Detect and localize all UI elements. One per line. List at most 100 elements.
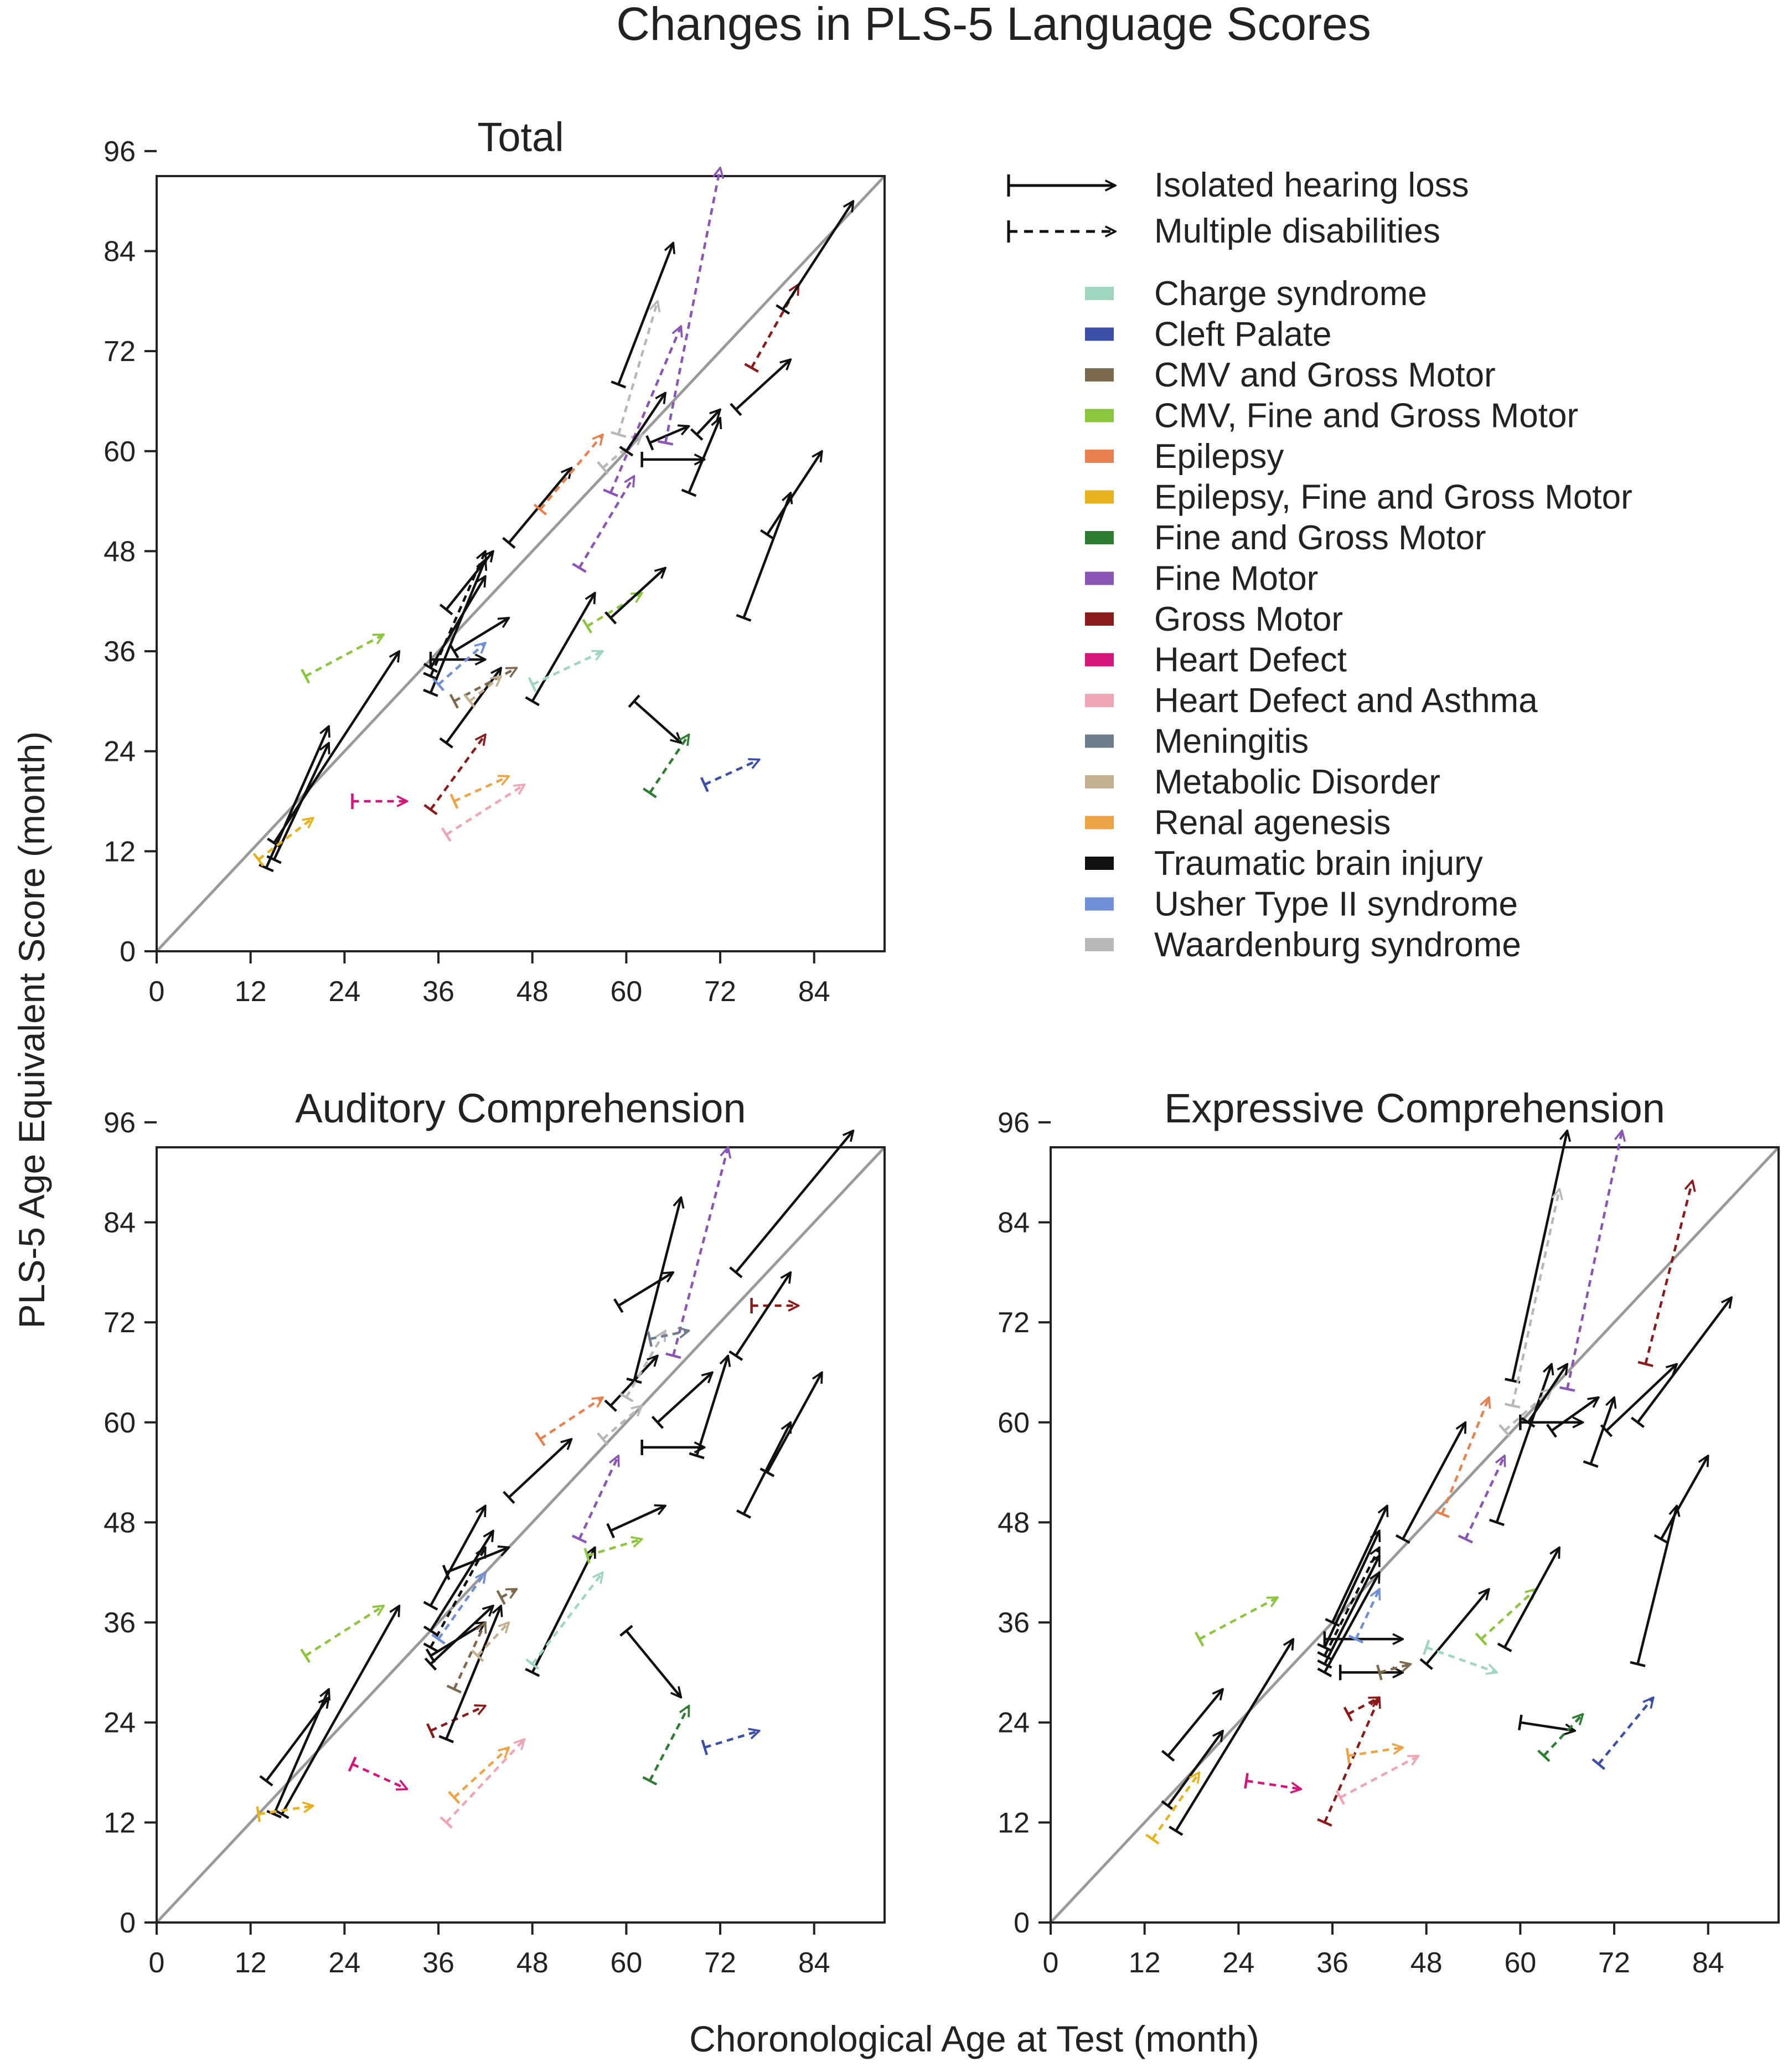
auditory-arrow-shaft	[437, 1573, 485, 1640]
expressive-x-tick-label: 0	[1043, 1947, 1059, 1979]
expressive-arrow-start-bar	[1591, 1758, 1606, 1770]
legend-item: Renal agenesis	[1085, 804, 1391, 842]
auditory-arrow-start-bar	[642, 1776, 658, 1786]
expressive-identity-line	[1051, 1147, 1779, 1922]
expressive-arrow-start-bar	[1546, 1424, 1557, 1438]
auditory-arrow-shaft	[281, 1606, 399, 1815]
auditory-arrow-start-bar	[606, 1523, 615, 1539]
total-x-tick-label: 84	[798, 976, 830, 1008]
legend-item-label: Traumatic brain injury	[1154, 844, 1483, 883]
expressive-arrow	[1521, 1364, 1567, 1428]
expressive-x-tick-label: 84	[1692, 1947, 1724, 1979]
expressive-arrow	[1559, 1131, 1622, 1392]
expressive-y-tick-label: 0	[1014, 1907, 1030, 1939]
total-arrow	[533, 435, 603, 516]
auditory-arrow-start-bar	[448, 1791, 461, 1805]
total-arrow-shaft	[445, 785, 524, 836]
total-arrow-shaft	[429, 576, 485, 669]
auditory-arrow	[446, 1622, 485, 1694]
auditory-arrow	[689, 1355, 728, 1460]
auditory-arrow	[266, 1689, 329, 1818]
expressive-arrow	[1505, 1189, 1560, 1409]
auditory-arrow-shaft	[695, 1355, 728, 1456]
legend-solid-line-key: Isolated hearing loss	[1007, 166, 1469, 204]
total-arrow-shaft	[453, 618, 509, 652]
auditory-arrow-start-bar	[729, 1266, 743, 1279]
expressive-x-tick-label: 12	[1129, 1947, 1161, 1979]
legend-item: Fine Motor	[1085, 560, 1318, 598]
expressive-x-tick-label: 60	[1504, 1947, 1536, 1979]
total-arrow-start-bar	[645, 435, 654, 451]
auditory-arrow-start-bar	[442, 1564, 451, 1580]
expressive-x-tick-label: 36	[1316, 1947, 1348, 1979]
total-arrow-start-bar	[533, 503, 547, 516]
legend-item: Epilepsy, Fine and Gross Motor	[1085, 478, 1632, 517]
auditory-arrow-shaft	[766, 1372, 823, 1473]
expressive-arrow-start-bar	[1505, 1403, 1521, 1409]
expressive-arrow-start-bar	[1458, 1534, 1474, 1544]
auditory-arrow	[471, 1622, 509, 1662]
total-arrow	[423, 735, 485, 816]
expressive-y-tick-label: 96	[998, 1107, 1030, 1139]
total-arrow	[645, 426, 689, 451]
legend-item: Charge syndrome	[1085, 275, 1427, 313]
auditory-arrow	[448, 1748, 509, 1805]
x-axis-label: Choronological Age at Test (month)	[689, 2018, 1259, 2059]
auditory-arrow-start-bar	[619, 1625, 633, 1637]
expressive-arrow	[1637, 1181, 1692, 1368]
expressive-arrow-start-bar	[1317, 1818, 1332, 1827]
expressive-arrow	[1630, 1297, 1732, 1428]
total-arrow-start-bar	[736, 614, 752, 622]
auditory-arrow-start-bar	[259, 1775, 273, 1787]
auditory-x-tick-label: 48	[516, 1947, 549, 1979]
total-y-tick-label: 48	[104, 535, 136, 568]
total-arrow-start-bar	[441, 827, 452, 842]
expressive-arrow-shaft	[1246, 1779, 1301, 1789]
total-arrow-start-bar	[690, 428, 704, 441]
auditory-arrow	[442, 1548, 509, 1580]
auditory-arrow	[729, 1131, 854, 1279]
total-y-tick-label: 0	[120, 936, 136, 968]
total-arrow	[528, 651, 603, 692]
legend-item-label: Cleft Palate	[1154, 316, 1332, 354]
auditory-y-tick-label: 36	[104, 1607, 136, 1639]
auditory-arrow	[348, 1756, 407, 1789]
auditory-y-tick-label: 60	[104, 1407, 136, 1439]
expressive-arrow-start-bar	[1317, 1667, 1332, 1678]
legend-item: Epilepsy	[1085, 437, 1284, 476]
auditory-arrow	[606, 1506, 665, 1539]
auditory-arrow-start-bar	[274, 1809, 290, 1820]
legend-swatch	[1085, 571, 1114, 585]
auditory-arrow	[440, 1739, 525, 1829]
total-arrow	[439, 551, 493, 616]
total-arrow-start-bar	[423, 804, 438, 816]
expressive-arrow-shaft	[1402, 1422, 1467, 1540]
auditory-arrow-shaft	[587, 1539, 642, 1557]
total-arrow-start-bar	[744, 363, 759, 373]
expressive-arrow	[1161, 1689, 1223, 1762]
total-arrow-shaft	[453, 667, 516, 703]
expressive-arrow-start-bar	[1637, 1360, 1653, 1368]
total-arrow	[744, 285, 798, 373]
auditory-arrow-shaft	[610, 1506, 665, 1532]
auditory-arrow-shaft	[602, 1406, 642, 1440]
total-arrow-start-bar	[642, 787, 657, 798]
auditory-arrow-start-bar	[604, 1399, 617, 1412]
auditory-arrow-start-bar	[728, 1350, 743, 1361]
legend-item-label: Fine Motor	[1154, 560, 1318, 598]
auditory-arrow-start-bar	[438, 1735, 454, 1744]
auditory-arrow-start-bar	[647, 1331, 653, 1347]
auditory-arrow-shaft	[445, 1606, 501, 1740]
total-arrow	[464, 676, 501, 708]
expressive-arrow	[1537, 1714, 1583, 1762]
auditory-plot-frame	[156, 1146, 886, 1924]
total-arrow	[657, 168, 720, 446]
total-arrow-start-bar	[423, 688, 438, 697]
auditory-arrow	[613, 1272, 673, 1313]
expressive-arrow-shaft	[1503, 1389, 1552, 1432]
auditory-arrow-shaft	[445, 1739, 524, 1823]
expressive-arrow	[1498, 1389, 1552, 1437]
auditory-arrow-start-bar	[423, 1625, 438, 1636]
expressive-arrow	[1195, 1596, 1278, 1647]
auditory-y-tick-label: 96	[104, 1107, 136, 1139]
